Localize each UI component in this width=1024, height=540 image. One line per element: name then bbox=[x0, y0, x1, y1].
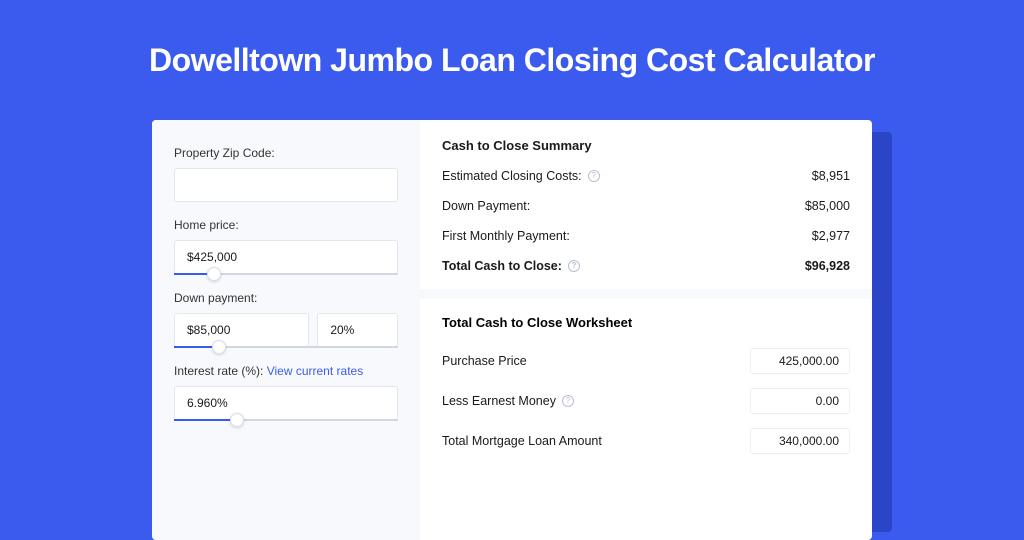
zip-label: Property Zip Code: bbox=[174, 146, 398, 160]
summary-row-first-payment: First Monthly Payment: $2,977 bbox=[442, 229, 850, 243]
input-panel: Property Zip Code: Home price: Down paym… bbox=[152, 120, 420, 540]
down-payment-label: Down payment: bbox=[174, 291, 398, 305]
page-title: Dowelltown Jumbo Loan Closing Cost Calcu… bbox=[0, 0, 1024, 105]
home-price-slider[interactable] bbox=[174, 273, 398, 275]
worksheet-row-purchase-price: Purchase Price 425,000.00 bbox=[442, 348, 850, 374]
down-payment-slider[interactable] bbox=[174, 346, 398, 348]
interest-rate-field-group: Interest rate (%): View current rates bbox=[174, 364, 398, 421]
worksheet-value[interactable]: 0.00 bbox=[750, 388, 850, 414]
worksheet-row-mortgage-amount: Total Mortgage Loan Amount 340,000.00 bbox=[442, 428, 850, 454]
help-icon[interactable]: ? bbox=[588, 170, 600, 182]
interest-rate-label: Interest rate (%): View current rates bbox=[174, 364, 398, 378]
interest-rate-slider[interactable] bbox=[174, 419, 398, 421]
slider-thumb[interactable] bbox=[207, 267, 221, 281]
down-payment-input[interactable] bbox=[174, 313, 309, 347]
summary-label: Estimated Closing Costs: bbox=[442, 169, 582, 183]
interest-rate-label-text: Interest rate (%): bbox=[174, 364, 263, 378]
worksheet-label: Less Earnest Money bbox=[442, 394, 556, 408]
summary-value: $8,951 bbox=[812, 169, 850, 183]
home-price-input[interactable] bbox=[174, 240, 398, 274]
summary-value: $2,977 bbox=[812, 229, 850, 243]
interest-rate-input[interactable] bbox=[174, 386, 398, 420]
zip-field-group: Property Zip Code: bbox=[174, 146, 398, 202]
section-divider bbox=[420, 289, 872, 299]
worksheet-row-earnest-money: Less Earnest Money ? 0.00 bbox=[442, 388, 850, 414]
summary-row-total: Total Cash to Close: ? $96,928 bbox=[442, 259, 850, 273]
down-payment-field-group: Down payment: bbox=[174, 291, 398, 348]
zip-input[interactable] bbox=[174, 168, 398, 202]
home-price-field-group: Home price: bbox=[174, 218, 398, 275]
summary-total-label: Total Cash to Close: bbox=[442, 259, 562, 273]
help-icon[interactable]: ? bbox=[568, 260, 580, 272]
summary-total-value: $96,928 bbox=[805, 259, 850, 273]
calculator-card: Property Zip Code: Home price: Down paym… bbox=[152, 120, 872, 540]
worksheet-value[interactable]: 340,000.00 bbox=[750, 428, 850, 454]
summary-label: First Monthly Payment: bbox=[442, 229, 570, 243]
slider-thumb[interactable] bbox=[230, 413, 244, 427]
slider-fill bbox=[174, 419, 237, 421]
worksheet-value[interactable]: 425,000.00 bbox=[750, 348, 850, 374]
summary-row-down-payment: Down Payment: $85,000 bbox=[442, 199, 850, 213]
worksheet-heading: Total Cash to Close Worksheet bbox=[442, 315, 850, 330]
home-price-label: Home price: bbox=[174, 218, 398, 232]
help-icon[interactable]: ? bbox=[562, 395, 574, 407]
worksheet-label: Purchase Price bbox=[442, 354, 527, 368]
down-payment-pct-input[interactable] bbox=[317, 313, 398, 347]
slider-thumb[interactable] bbox=[212, 340, 226, 354]
worksheet-section: Total Cash to Close Worksheet Purchase P… bbox=[442, 299, 850, 454]
worksheet-label: Total Mortgage Loan Amount bbox=[442, 434, 602, 448]
view-rates-link[interactable]: View current rates bbox=[267, 364, 364, 378]
summary-panel: Cash to Close Summary Estimated Closing … bbox=[420, 120, 872, 540]
summary-value: $85,000 bbox=[805, 199, 850, 213]
summary-row-closing-costs: Estimated Closing Costs: ? $8,951 bbox=[442, 169, 850, 183]
summary-heading: Cash to Close Summary bbox=[442, 138, 850, 153]
summary-label: Down Payment: bbox=[442, 199, 530, 213]
